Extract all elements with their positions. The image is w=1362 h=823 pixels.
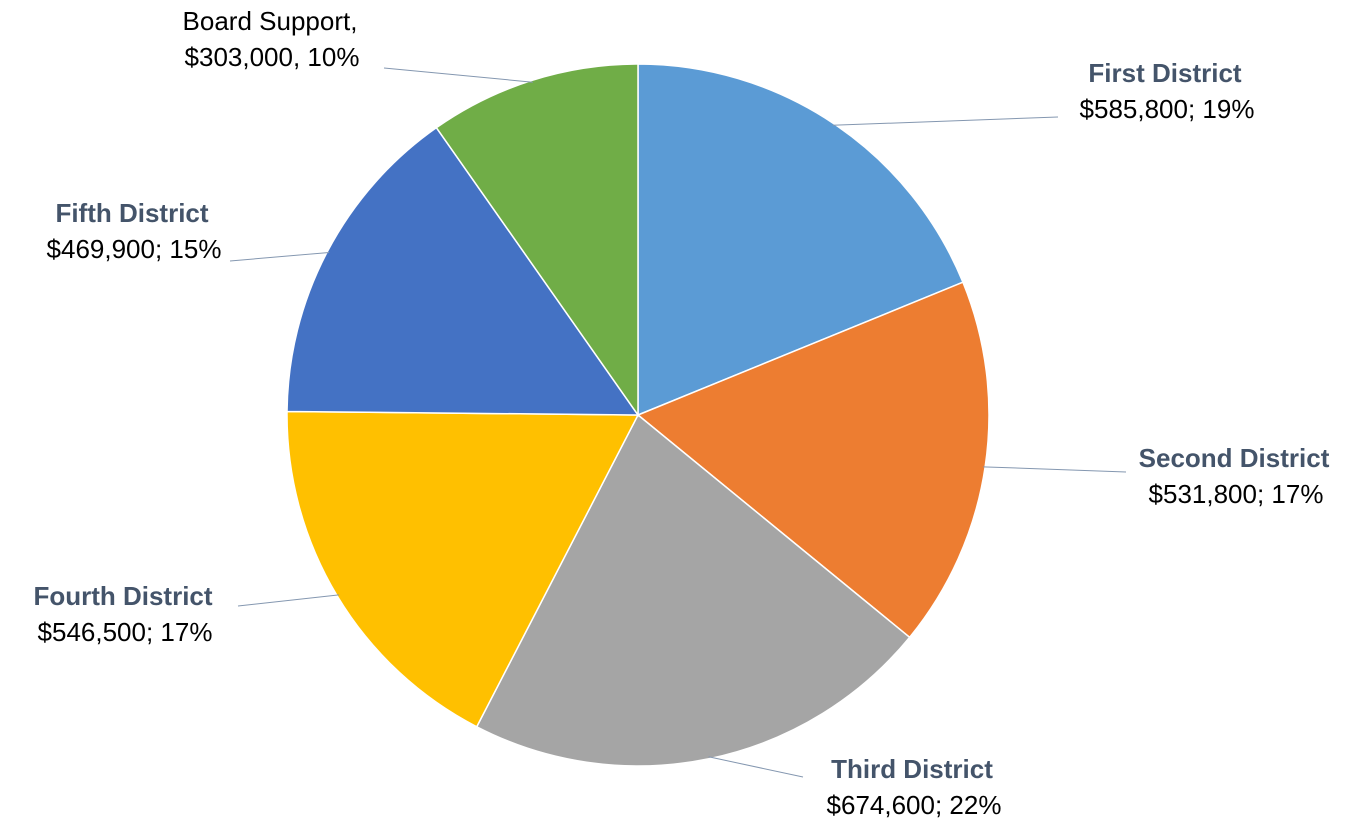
label-fifth-district-name: Fifth District: [55, 198, 208, 228]
pie-slice-first-district: [637, 63, 964, 417]
label-board-support-name: Board Support,: [183, 6, 358, 36]
label-board-support: Board Support, $303,000, 10%: [183, 6, 362, 72]
label-board-support-value: $303,000, 10%: [185, 42, 360, 72]
leader-line-board-support: [383, 67, 533, 83]
pie-slice-fourth-district: [286, 410, 640, 728]
label-third-district-value: $674,600; 22%: [827, 790, 1002, 820]
leader-line-first-district: [832, 116, 1059, 126]
leader-line-fifth-district: [229, 251, 330, 262]
label-fourth-district-value: $546,500; 17%: [38, 617, 213, 647]
label-first-district: First District $585,800; 19%: [1080, 58, 1255, 124]
label-fifth-district-value: $469,900; 15%: [47, 234, 222, 264]
label-first-district-name: First District: [1088, 58, 1241, 88]
pie-slices: [286, 63, 990, 767]
label-first-district-value: $585,800; 19%: [1080, 94, 1255, 124]
pie-slice-board-support: [435, 63, 639, 418]
leader-line-third-district: [708, 756, 804, 778]
leader-line-second-district: [983, 466, 1127, 473]
pie-slice-third-district: [475, 413, 911, 767]
label-second-district-value: $531,800; 17%: [1149, 479, 1324, 509]
label-fifth-district: Fifth District $469,900; 15%: [47, 198, 222, 264]
leader-line-fourth-district: [237, 594, 340, 607]
label-fourth-district: Fourth District $546,500; 17%: [33, 581, 216, 647]
pie-slice-fifth-district: [286, 126, 640, 416]
label-second-district: Second District $531,800; 17%: [1139, 443, 1334, 509]
label-third-district: Third District $674,600; 22%: [827, 754, 1002, 820]
label-third-district-name: Third District: [831, 754, 993, 784]
label-second-district-name: Second District: [1139, 443, 1330, 473]
leader-lines: [229, 67, 1127, 778]
label-fourth-district-name: Fourth District: [33, 581, 212, 611]
